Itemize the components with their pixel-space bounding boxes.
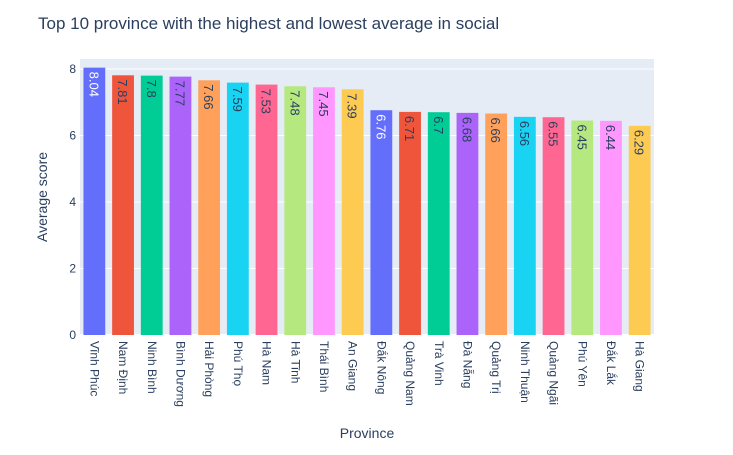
bar[interactable] xyxy=(169,76,192,336)
x-tick-label: Thái Bình xyxy=(317,341,331,392)
x-tick-label: Vĩnh Phúc xyxy=(87,341,101,396)
x-tick-label: Bình Dương xyxy=(173,341,187,407)
y-tick-label: 2 xyxy=(69,261,76,275)
bar[interactable] xyxy=(313,87,335,335)
bar[interactable] xyxy=(427,112,450,335)
y-tick-label: 0 xyxy=(69,328,76,342)
bar-value-label: 7.59 xyxy=(230,87,245,112)
x-tick-label: Hà Tĩnh xyxy=(288,341,302,383)
bar[interactable] xyxy=(628,125,651,335)
bar[interactable] xyxy=(226,82,249,335)
bar-value-label: 6.44 xyxy=(603,125,618,150)
x-tick-label: Hải Phòng xyxy=(202,341,216,397)
x-tick-label: Quảng Trị xyxy=(489,341,503,394)
bar[interactable] xyxy=(600,120,622,335)
bar[interactable] xyxy=(542,117,565,335)
x-tick-label: Nam Định xyxy=(116,341,130,394)
x-tick-label: Ninh Bình xyxy=(145,341,159,394)
bar[interactable] xyxy=(341,89,364,335)
bar-value-label: 7.8 xyxy=(144,80,159,98)
bar[interactable] xyxy=(513,116,536,336)
bar-value-label: 6.71 xyxy=(402,116,417,141)
x-axis-title: Province xyxy=(340,425,395,441)
x-tick-label: An Giang xyxy=(346,341,360,391)
bar[interactable] xyxy=(83,67,106,335)
bar-value-label: 7.66 xyxy=(201,84,216,109)
value-labels: 8.04 7.81 7.8 7.77 7.66 7.59 7.53 7.48 7.45 7.39 6… xyxy=(86,72,646,156)
bar[interactable] xyxy=(140,75,163,336)
bar-value-label: 6.7 xyxy=(431,116,446,134)
x-tick-label: Đắk Lắk xyxy=(604,341,619,386)
x-tick-label: Trà Vinh xyxy=(432,341,446,386)
bar-value-label: 7.53 xyxy=(259,89,274,114)
bar-value-label: 6.66 xyxy=(488,118,503,143)
bar[interactable] xyxy=(485,113,508,335)
bar[interactable] xyxy=(370,110,393,335)
bar-value-label: 6.68 xyxy=(459,117,474,142)
x-tick-label: Phú Yên xyxy=(575,341,589,387)
bar[interactable] xyxy=(198,80,221,336)
bar[interactable] xyxy=(255,84,278,335)
x-tick-label: Đắk Nông xyxy=(374,341,389,394)
y-tick-label: 4 xyxy=(69,195,76,209)
chart-title: Top 10 province with the highest and low… xyxy=(38,14,499,33)
bar-value-label: 6.56 xyxy=(517,121,532,146)
y-axis-ticks: 0 2 4 6 8 xyxy=(69,62,76,342)
bar-value-label: 6.29 xyxy=(632,130,647,155)
bar-value-label: 7.48 xyxy=(287,90,302,115)
plot-area xyxy=(80,59,654,335)
bars xyxy=(83,67,651,336)
bar-value-label: 6.76 xyxy=(373,114,388,139)
x-tick-label: Đà Nẵng xyxy=(460,341,475,388)
y-axis-title: Average score xyxy=(34,152,50,242)
bar[interactable] xyxy=(284,86,307,335)
bar-value-label: 6.55 xyxy=(546,121,561,146)
x-tick-label: Phú Thọ xyxy=(231,341,245,386)
bar-value-label: 7.39 xyxy=(345,93,360,118)
x-tick-label: Ninh Thuận xyxy=(518,341,532,403)
bar-value-label: 8.04 xyxy=(86,72,101,97)
bar[interactable] xyxy=(399,111,421,336)
bar[interactable] xyxy=(112,75,134,335)
bar-value-label: 7.45 xyxy=(316,91,331,116)
x-tick-label: Quảng Ngãi xyxy=(547,341,561,405)
y-tick-label: 8 xyxy=(69,62,76,76)
bar-value-label: 7.81 xyxy=(115,79,130,104)
bar-value-label: 7.77 xyxy=(172,81,187,106)
bar-value-label: 6.45 xyxy=(574,125,589,150)
bar[interactable] xyxy=(571,120,594,336)
bar[interactable] xyxy=(456,112,479,336)
x-tick-label: Hà Giang xyxy=(633,341,647,392)
x-tick-label: Hà Nam xyxy=(260,341,274,385)
x-axis-ticks: Vĩnh Phúc Nam Định Ninh Bình Bình Dương Hải … xyxy=(87,341,646,407)
y-tick-label: 6 xyxy=(69,128,76,142)
x-tick-label: Quảng Nam xyxy=(403,341,417,406)
